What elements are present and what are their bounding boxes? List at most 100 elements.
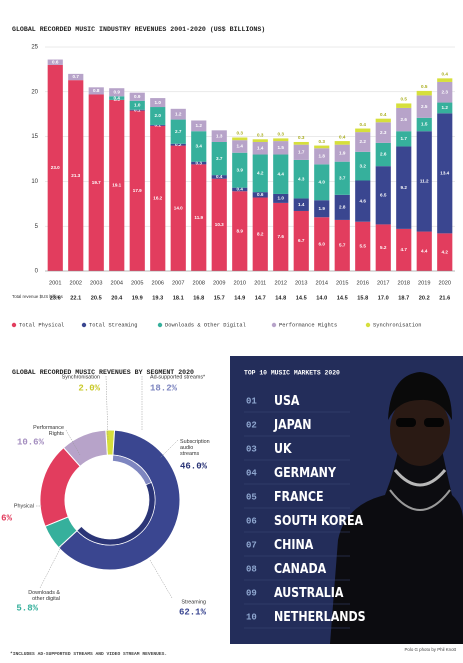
market-rank: 10 [246, 612, 257, 622]
segment-value: 19.6% [0, 513, 13, 523]
bar-segment [334, 161, 350, 195]
bar-segment [314, 164, 330, 201]
legend-swatch [271, 322, 277, 328]
value-label: 8.9 [237, 228, 244, 233]
total-label: 19.3 [152, 295, 163, 301]
total-label: 20.5 [91, 295, 102, 301]
bar-segment [170, 108, 186, 120]
segment-label: Downloads & other digital [28, 590, 60, 602]
bar-segment [252, 154, 268, 193]
x-tick-label: 2006 [152, 280, 164, 286]
market-rank: 09 [246, 588, 257, 598]
value-label: 23.0 [51, 165, 60, 170]
bar-segment [314, 217, 330, 271]
bar-segment [191, 120, 207, 132]
value-label: 0.3 [298, 135, 305, 140]
bar-segment [170, 143, 186, 146]
bar-segment [129, 100, 145, 110]
bar-segment [170, 119, 186, 144]
bar-segment [375, 224, 391, 271]
market-name: AUSTRALIA [274, 585, 344, 600]
legend-swatch [157, 322, 163, 328]
bar-segment [355, 180, 371, 222]
total-label: 14.7 [255, 295, 266, 301]
chart-title: GLOBAL RECORDED MUSIC INDUSTRY REVENUES … [12, 26, 265, 33]
x-tick-label: 2014 [316, 280, 328, 286]
footnote: *INCLUDES AD-SUPPORTED STREAMS AND VIDEO… [10, 651, 167, 657]
bar-segment [109, 99, 125, 271]
value-label: 2.6 [380, 152, 387, 157]
total-label: 22.1 [70, 295, 81, 301]
market-name: GERMANY [274, 465, 337, 480]
bar-segment [273, 138, 289, 142]
value-label: 4.2 [257, 171, 264, 176]
market-name: CANADA [274, 561, 327, 576]
bar-segment [437, 113, 453, 234]
x-tick-label: 2012 [275, 280, 287, 286]
legend-label: Performance Rights [279, 322, 337, 328]
donut-title: GLOBAL RECORDED MUSIC REVENUES BY SEGMEN… [12, 369, 194, 376]
value-label: 0.1 [134, 107, 141, 112]
value-label: 1.0 [155, 100, 162, 105]
bar-segment [293, 141, 309, 145]
value-label: 16.2 [153, 196, 162, 201]
segment-value: 46.0% [180, 461, 208, 471]
donut-segment [62, 429, 108, 468]
photo-credit: Polo G photo by Phil Knott [405, 647, 457, 652]
bar-segment [68, 80, 84, 271]
bar-segment [232, 152, 248, 188]
bar-segment [355, 132, 371, 152]
value-label: 0.3 [237, 131, 244, 136]
bar-segment [47, 64, 63, 271]
legend-swatch [81, 322, 87, 328]
bar-segment [191, 164, 207, 271]
market-name: USA [274, 393, 300, 408]
bar-segment [150, 124, 166, 126]
leader-line [159, 439, 179, 459]
bar-segment [375, 166, 391, 225]
total-label: 18.1 [173, 295, 184, 301]
x-tick-label: 2001 [49, 280, 61, 286]
value-label: 4.0 [319, 180, 326, 185]
total-label: 15.7 [214, 295, 225, 301]
bar-segment [232, 191, 248, 271]
value-label: 0.4 [114, 95, 121, 100]
y-tick-label: 5 [35, 224, 39, 230]
segment-label: Ad-supported streams* [150, 374, 206, 380]
total-label: 14.5 [296, 295, 307, 301]
segment-value: 2.0% [78, 383, 100, 393]
bar-segment [129, 109, 145, 111]
value-label: 6.7 [298, 238, 305, 243]
value-label: 3.9 [237, 167, 244, 172]
value-label: 0.3 [196, 160, 203, 165]
x-tick-label: 2005 [131, 280, 143, 286]
value-label: 1.2 [442, 105, 449, 110]
value-label: 1.9 [339, 150, 346, 155]
bar-segment [150, 98, 166, 108]
total-label: 14.8 [275, 295, 286, 301]
value-label: 0.4 [216, 174, 223, 179]
x-tick-label: 2004 [111, 280, 123, 286]
total-label: 16.8 [193, 295, 204, 301]
bar-segment [150, 125, 166, 272]
bar-segment [437, 78, 453, 82]
bar-segment [355, 151, 371, 181]
bar-segment [334, 144, 350, 162]
value-label: 0.4 [339, 134, 346, 139]
photo [330, 372, 463, 644]
bar-segment [232, 187, 248, 192]
value-label: 1.2 [196, 123, 203, 128]
value-label: 1.0 [278, 196, 285, 201]
value-label: 9.2 [401, 185, 408, 190]
value-label: 0.3 [278, 132, 285, 137]
x-tick-label: 2018 [398, 280, 410, 286]
total-label: 20.4 [111, 295, 123, 301]
bar-segment [211, 178, 227, 271]
bar-segment [211, 141, 227, 176]
value-label: 3.7 [339, 175, 346, 180]
market-name: FRANCE [274, 489, 324, 504]
x-tick-label: 2008 [193, 280, 205, 286]
value-label: 0.6 [52, 59, 59, 64]
market-name: CHINA [274, 537, 314, 552]
